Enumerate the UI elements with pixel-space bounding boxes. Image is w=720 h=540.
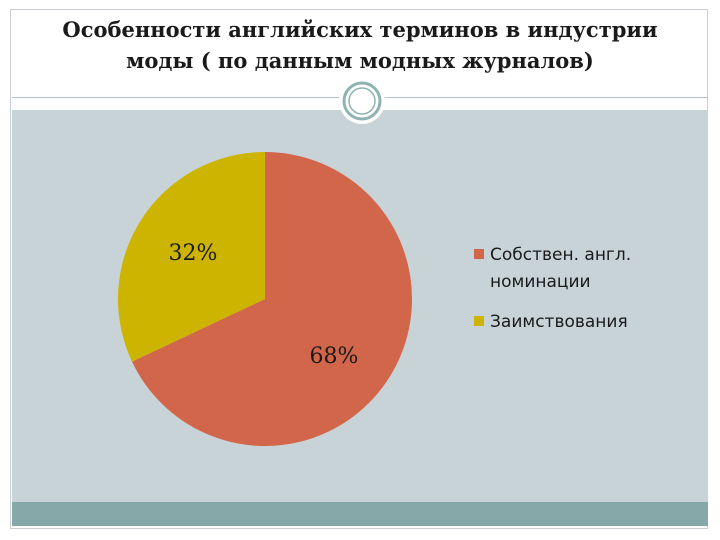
ring-ornament-icon — [339, 78, 385, 124]
legend-swatch-1 — [474, 249, 484, 259]
data-label-1: 68% — [310, 344, 359, 369]
pie-slice-2 — [117, 152, 265, 362]
legend-label-2-line-1: Заимствования — [490, 312, 628, 332]
slide-title-line-2: моды ( по данным модных журналов) — [126, 48, 594, 73]
slide-title-line-1: Особенности английских терминов в индуст… — [62, 17, 658, 42]
pie-slice-1 — [131, 152, 412, 447]
legend-label-1-line-1: Собствен. англ. — [490, 245, 631, 265]
legend-label-1-line-2: номинации — [490, 272, 591, 292]
data-label-2: 32% — [169, 241, 218, 266]
slide-title: Особенности английских терминов в индуст… — [10, 14, 710, 76]
legend-swatch-2 — [474, 316, 484, 326]
footer-bar — [12, 502, 708, 526]
